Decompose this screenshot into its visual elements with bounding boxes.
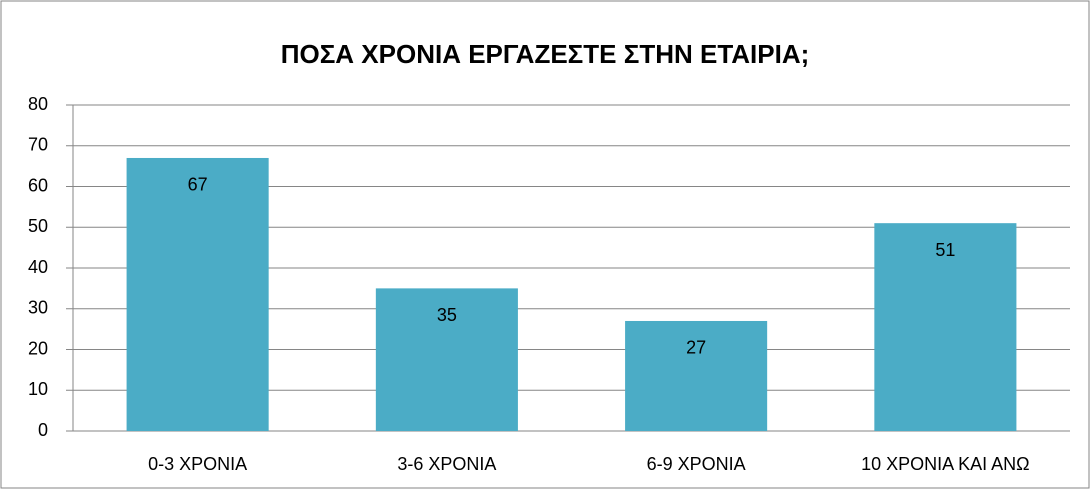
chart-title: ΠΟΣΑ ΧΡΟΝΙΑ ΕΡΓΑΖΕΣΤΕ ΣΤΗΝ ΕΤΑΙΡΙΑ; <box>281 39 810 69</box>
bar <box>126 157 269 431</box>
y-tick-label: 60 <box>28 175 48 195</box>
bar <box>375 288 518 431</box>
y-tick-label: 0 <box>38 420 48 440</box>
x-tick-label: 6-9 ΧΡΟΝΙΑ <box>647 454 746 474</box>
bar <box>625 320 768 431</box>
data-label: 67 <box>188 175 208 195</box>
y-tick-label: 20 <box>28 338 48 358</box>
y-tick-label: 50 <box>28 216 48 236</box>
y-tick-label: 10 <box>28 379 48 399</box>
bar <box>874 223 1017 431</box>
x-tick-label: 0-3 ΧΡΟΝΙΑ <box>148 454 247 474</box>
data-label: 51 <box>935 240 955 260</box>
y-tick-label: 30 <box>28 298 48 318</box>
x-tick-label: 10 ΧΡΟΝΙΑ ΚΑΙ ΑΝΩ <box>861 454 1030 474</box>
data-label: 35 <box>437 305 457 325</box>
y-tick-label: 80 <box>28 94 48 114</box>
data-label: 27 <box>686 338 706 358</box>
y-tick-label: 40 <box>28 257 48 277</box>
y-tick-label: 70 <box>28 135 48 155</box>
x-tick-label: 3-6 ΧΡΟΝΙΑ <box>397 454 496 474</box>
